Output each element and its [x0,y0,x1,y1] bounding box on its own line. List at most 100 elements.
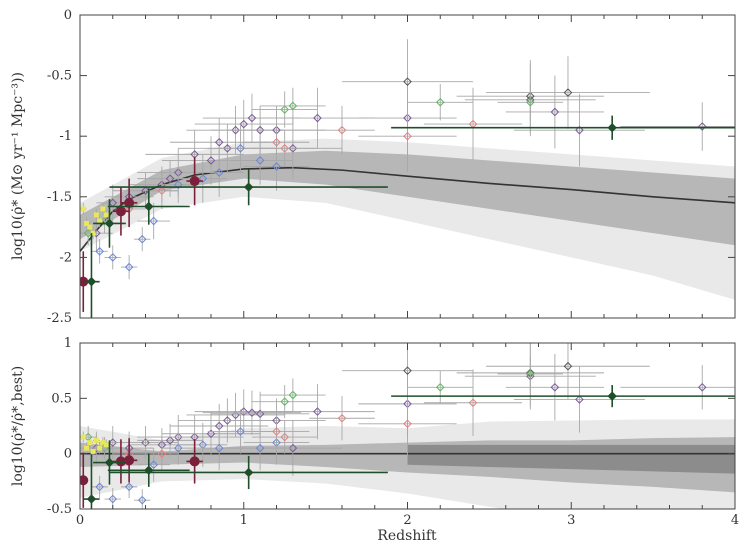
square-marker [84,445,90,451]
diamond-marker [144,201,154,212]
diamond-marker [403,419,412,429]
top-data-point [186,156,203,206]
bottom-data-point [251,385,318,419]
top-panel: 0 -0.5 -1 -1.5 -2 -2.5 log10(ρ̇* (M⊙ yr⁻¹ Mpc… [10,8,736,326]
bottom-ytick-label: 0 [64,447,72,462]
diamond-marker [697,382,707,392]
bottom-data-point [260,378,326,412]
top-ytick-label: -2 [59,250,72,265]
top-ylabel: log10(ρ̇* (M⊙ yr⁻¹ Mpc⁻³)) [10,72,26,260]
bottom-data-point [505,354,604,421]
diamond-marker [280,432,289,442]
top-data-point [83,233,100,318]
diamond-marker [100,216,109,226]
bottom-data-point [227,426,293,471]
square-marker [97,445,103,451]
bottom-data-point [89,445,97,457]
top-data-point [227,136,293,185]
bottom-data-point [161,431,195,465]
top-data-point [260,87,375,149]
top-ytick-label: -1 [59,129,72,144]
diamond-marker [83,228,93,238]
top-data-point [251,91,318,128]
diamond-marker [124,262,134,272]
diamond-marker [231,125,240,135]
diamond-marker [206,156,216,165]
diamond-marker [173,180,183,189]
top-data-point [513,93,645,167]
diamond-marker [223,416,232,425]
diamond-marker [288,101,298,111]
bottom-data-point [260,383,375,440]
top-data-point [80,202,87,215]
bottom-data-point [93,434,100,446]
diamond-marker [255,409,265,419]
diamond-marker [313,407,322,416]
xtick-label: 4 [731,513,739,528]
diamond-marker [280,144,289,153]
top-data-point [407,84,473,121]
diamond-marker [108,253,118,262]
square-marker [97,218,103,224]
bottom-data-point [96,442,103,454]
bottom-data-point [620,365,735,410]
top-data-point [120,254,138,280]
top-data-point [309,105,375,155]
diamond-marker [165,174,175,183]
square-marker [80,434,86,440]
diamond-marker [280,105,289,114]
bottom-points [80,343,735,509]
diamond-marker [435,382,445,392]
diamond-marker [697,122,707,131]
top-bands [80,138,735,300]
top-ytick-label: -0.5 [47,69,72,84]
diamond-marker [137,234,147,244]
square-marker [84,220,90,226]
bottom-data-point [83,442,90,454]
square-marker [87,440,93,446]
bottom-data-point [145,437,179,471]
diamond-marker [137,495,147,505]
bottom-data-point [186,439,203,484]
diamond-marker [255,443,265,453]
diamond-marker [468,398,478,408]
top-ytick-label: -2.5 [47,311,72,326]
square-marker [80,206,86,212]
bottom-data-point [513,366,645,433]
diamond-marker [108,438,118,447]
diamond-marker [288,443,298,453]
diamond-marker [272,137,281,147]
diamond-marker [108,494,118,504]
diamond-marker [272,427,281,436]
bottom-data-point [93,440,126,485]
bottom-ytick-label: 1 [64,336,72,351]
square-marker [103,212,109,218]
diamond-marker [550,107,560,117]
circle-marker [189,176,200,187]
bottom-data-point [358,390,457,457]
bottom-data-point [243,414,310,449]
diamond-marker [104,218,115,229]
square-marker [90,230,96,236]
diamond-marker [124,482,134,492]
top-data-point [91,239,108,264]
top-band-inner-confidence [80,150,735,246]
diamond-marker [526,369,535,379]
diamond-marker [550,382,560,392]
circle-marker [115,206,126,217]
diamond-marker [214,443,224,453]
diamond-marker [607,391,617,401]
bottom-ticks: 1 0.5 0 -0.5 0 1 2 3 4 [47,336,739,528]
diamond-marker [288,144,298,153]
bottom-data-point [120,438,138,483]
top-data-point [99,202,107,215]
top-data-point [505,75,604,149]
top-ytick-label: 0 [64,8,72,23]
top-data-point [194,148,244,197]
diamond-marker [563,88,573,97]
bottom-data-point [109,455,388,490]
top-data-point [112,187,130,236]
top-data-point [358,99,457,173]
circle-marker [80,475,89,486]
square-marker [103,442,109,448]
